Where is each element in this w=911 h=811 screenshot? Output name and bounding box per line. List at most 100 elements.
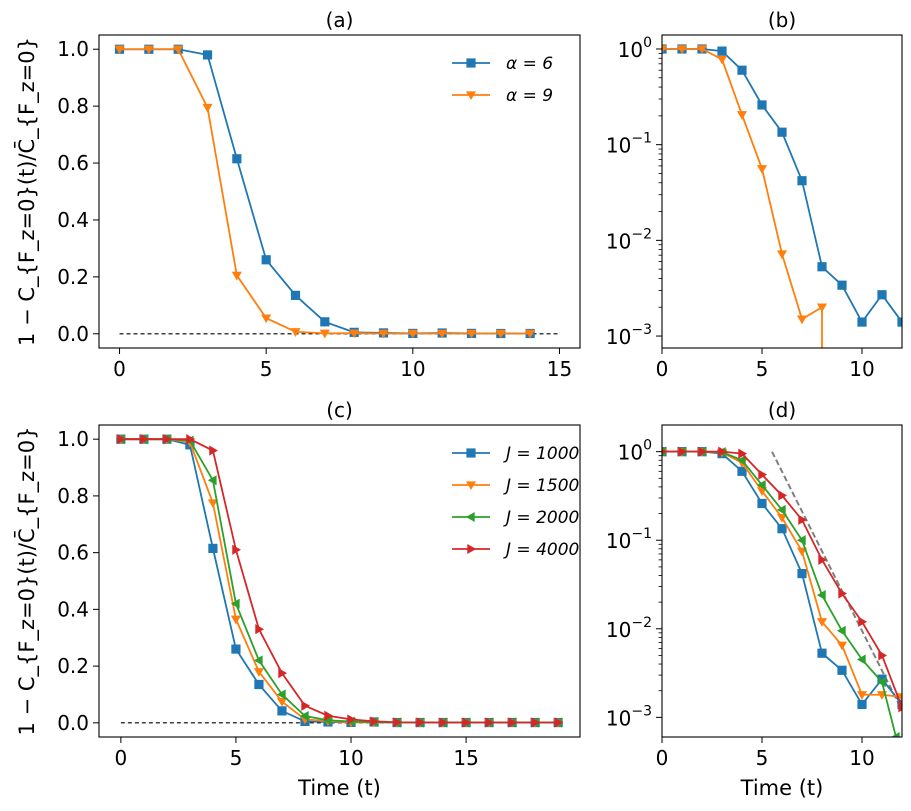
data-point (253, 655, 263, 666)
y-tick-label: 100 (618, 35, 652, 62)
data-point (757, 100, 767, 110)
legend: J = 1000 J = 1500 J = 2000 J = 4000 (452, 444, 579, 560)
data-point (662, 448, 668, 455)
data-point (117, 434, 126, 445)
data-point (466, 329, 477, 339)
guide-line (771, 451, 902, 711)
y-tick-label: 10−1 (606, 131, 652, 158)
series-3 (115, 434, 562, 728)
data-point (758, 469, 768, 480)
data-point (173, 45, 184, 55)
series-1 (116, 434, 563, 728)
data-point (817, 648, 827, 658)
x-tick-label: 0 (113, 357, 126, 381)
x-tick-label: 10 (400, 357, 425, 381)
data-point (816, 303, 828, 313)
data-point (531, 717, 541, 728)
x-axis-label: Time (t) (297, 776, 381, 800)
legend-marker (466, 448, 476, 458)
data-point (857, 699, 867, 710)
series-2 (662, 45, 828, 348)
data-point (856, 691, 868, 700)
data-point (208, 543, 218, 553)
series-line (662, 450, 902, 698)
x-tick-label: 5 (260, 357, 273, 381)
data-point (143, 45, 154, 55)
data-point (737, 65, 747, 75)
series-2 (114, 45, 536, 339)
series-line (120, 438, 559, 724)
legend-marker (465, 481, 477, 491)
data-point (255, 624, 265, 635)
axes-frame (661, 424, 903, 738)
data-point (278, 668, 288, 679)
y-tick-label: 0.6 (57, 541, 89, 565)
data-point (776, 504, 786, 515)
data-point (508, 717, 518, 728)
data-point (858, 616, 868, 627)
data-point (202, 50, 213, 60)
y-tick-label: 0.4 (57, 597, 89, 621)
y-tick-label: 10−1 (606, 526, 652, 553)
data-point (462, 717, 472, 728)
data-point (817, 262, 827, 272)
legend: α = 6 α = 9 (452, 54, 553, 106)
data-point (407, 329, 418, 339)
data-point (209, 445, 218, 456)
data-point (837, 665, 847, 675)
data-point (495, 329, 506, 339)
x-tick-label: 0 (656, 746, 669, 770)
plot-area (115, 434, 564, 728)
series-4 (662, 446, 902, 713)
data-point (736, 111, 748, 120)
data-point (320, 317, 330, 327)
data-point (678, 446, 688, 457)
series-1 (662, 447, 902, 710)
legend-label: α = 6 (506, 54, 553, 74)
data-point (778, 490, 788, 501)
plot-area (662, 446, 902, 737)
panel-title: (a) (326, 8, 354, 32)
x-tick-label: 0 (656, 357, 669, 381)
x-tick-label: 5 (756, 746, 769, 770)
data-point (114, 45, 125, 55)
axes-frame (98, 424, 581, 738)
legend-marker (465, 511, 475, 523)
data-point (856, 654, 866, 665)
data-point (737, 466, 747, 476)
data-point (416, 717, 426, 728)
y-tick-label: 10−3 (606, 703, 652, 730)
data-point (370, 716, 380, 727)
data-point (698, 446, 708, 457)
data-point (757, 498, 767, 509)
data-point (857, 317, 867, 327)
y-tick-label: 10−2 (606, 615, 652, 642)
data-point (230, 615, 241, 625)
data-point (276, 697, 288, 707)
panel-b: (b) 0 5 10 100 10−1 10−2 10−3 (606, 8, 903, 381)
data-point (838, 588, 848, 599)
series-line (120, 438, 559, 724)
y-tick-label: 10−2 (606, 226, 652, 253)
panel-d: (d) 0 5 10 100 10−1 10−2 10−3 Time (t) (606, 398, 903, 800)
y-tick-label: 0.2 (57, 265, 89, 289)
data-point (776, 513, 788, 523)
legend-marker (466, 58, 476, 68)
data-point (290, 328, 301, 337)
x-tick-label: 15 (453, 746, 478, 770)
data-point (816, 590, 826, 601)
y-tick-label: 0.8 (57, 484, 89, 508)
data-point (186, 434, 195, 445)
panel-title: (d) (768, 398, 796, 422)
plot-area (114, 44, 560, 339)
legend-marker (465, 91, 477, 101)
data-point (277, 706, 287, 716)
data-point (485, 717, 495, 728)
series-line (120, 438, 559, 724)
legend-label: α = 9 (506, 86, 553, 106)
x-tick-label: 0 (114, 746, 127, 770)
legend-marker (467, 543, 477, 555)
x-axis-label: Time (t) (740, 776, 824, 800)
data-point (207, 499, 218, 509)
data-point (756, 165, 768, 174)
